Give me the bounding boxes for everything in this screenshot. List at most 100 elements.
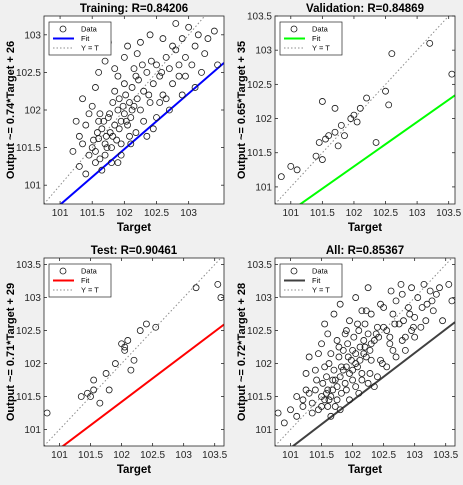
data-point <box>387 287 395 295</box>
data-point <box>198 69 205 76</box>
data-point <box>398 290 406 298</box>
data-point <box>126 99 133 106</box>
data-point <box>92 147 99 155</box>
data-point <box>162 53 170 61</box>
data-point <box>397 280 405 288</box>
x-tick-label: 103.5 <box>202 450 227 461</box>
x-axis-label: Target <box>348 464 382 476</box>
data-point <box>356 104 364 112</box>
data-point <box>90 136 97 144</box>
data-point <box>111 360 119 367</box>
data-point <box>287 406 294 414</box>
data-point <box>133 50 141 57</box>
data-point <box>344 340 352 348</box>
data-point <box>428 297 436 305</box>
data-point <box>367 310 375 318</box>
data-point <box>136 327 144 334</box>
y-tick-label: 101.5 <box>247 148 272 159</box>
data-point <box>346 317 353 325</box>
x-tick-label: 101.5 <box>310 208 335 219</box>
data-point <box>104 114 112 121</box>
fit-line <box>298 94 455 204</box>
data-point <box>302 370 310 377</box>
data-point <box>325 396 333 404</box>
data-point <box>330 366 338 374</box>
data-point <box>344 353 352 361</box>
data-point <box>324 386 332 394</box>
data-point <box>330 310 338 318</box>
data-point <box>82 121 90 129</box>
data-point <box>318 340 325 348</box>
data-point <box>101 140 109 148</box>
data-point <box>305 353 313 361</box>
data-point <box>114 106 122 114</box>
y-tick-label: 101.5 <box>16 143 41 154</box>
data-point <box>153 114 160 121</box>
data-point <box>87 393 94 400</box>
data-point <box>115 125 123 133</box>
data-point <box>352 360 360 367</box>
legend-fit-label: Fit <box>81 34 90 43</box>
data-point <box>121 346 129 354</box>
data-point <box>191 84 199 91</box>
data-point <box>358 376 366 384</box>
identity-line <box>44 258 222 446</box>
data-point <box>105 386 113 394</box>
chart-panel-3: 101 101.5 102 102.5 103 103.5 101 101.5 102 102.5… <box>5 245 228 476</box>
data-point <box>445 280 453 288</box>
data-point <box>349 376 356 384</box>
data-point <box>439 317 446 325</box>
data-point <box>130 356 138 364</box>
data-point <box>132 72 140 80</box>
data-point <box>311 366 319 374</box>
data-point <box>408 284 415 292</box>
legend-fit-label: Fit <box>81 276 90 285</box>
data-point <box>138 61 146 69</box>
data-point <box>153 61 160 69</box>
legend-box <box>279 263 343 298</box>
data-point <box>277 173 285 181</box>
data-point <box>327 412 335 420</box>
data-point <box>342 386 350 394</box>
legend-identity-label: Y = T <box>312 286 330 295</box>
data-point <box>156 99 164 106</box>
x-tick-label: 103 <box>180 208 197 219</box>
data-point <box>117 140 125 148</box>
plot-content <box>275 16 455 204</box>
data-point <box>333 383 341 391</box>
data-point <box>111 87 119 95</box>
data-point <box>287 162 295 170</box>
data-point <box>192 284 200 292</box>
data-point <box>382 87 389 95</box>
data-point <box>152 323 160 331</box>
data-point <box>109 132 117 140</box>
data-point <box>169 80 176 88</box>
data-point <box>137 106 144 114</box>
data-point <box>398 337 406 344</box>
y-axis-label: Output ~= 0.72*Target + 28 <box>236 283 248 421</box>
data-point <box>352 294 360 301</box>
y-tick-label: 102.5 <box>16 68 41 79</box>
data-point <box>75 162 83 170</box>
data-point <box>146 99 154 106</box>
x-tick-label: 101 <box>52 208 69 219</box>
data-point <box>364 330 372 338</box>
data-point <box>120 80 128 88</box>
data-point <box>364 379 372 387</box>
data-point <box>122 91 130 99</box>
data-point <box>318 98 326 105</box>
data-point <box>426 287 434 295</box>
data-point <box>95 135 103 142</box>
data-point <box>414 294 422 301</box>
data-point <box>191 42 199 50</box>
data-point <box>96 155 104 163</box>
data-point <box>335 343 343 351</box>
data-point <box>363 94 370 102</box>
data-point <box>325 132 333 140</box>
data-point <box>137 38 144 46</box>
data-point <box>293 393 301 400</box>
x-tick-label: 103 <box>406 450 423 461</box>
